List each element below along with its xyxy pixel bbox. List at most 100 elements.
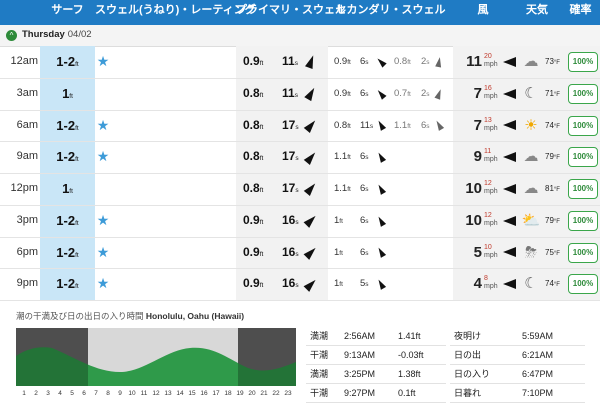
secondary-period-value: 6 bbox=[360, 183, 366, 194]
primary-swell-direction-icon bbox=[303, 141, 319, 172]
tide-hour-label: 17 bbox=[212, 390, 220, 397]
secondary-period-unit: s bbox=[365, 281, 369, 289]
surf-unit: ft bbox=[75, 219, 79, 227]
table-header: サーフ スウェル(うねり)・レーティング プライマリ・スウェル セカンダリ・スウ… bbox=[0, 0, 600, 25]
tide-hour-label: 10 bbox=[128, 390, 136, 397]
primary-height-value: 0.9 bbox=[243, 212, 260, 227]
secondary-height-unit: ft bbox=[339, 217, 343, 225]
secondary-height-unit: ft bbox=[339, 281, 343, 289]
primary-height-unit: ft bbox=[259, 91, 264, 99]
secondary-period-unit: s bbox=[365, 154, 369, 162]
wind-speed: 9 bbox=[473, 148, 482, 166]
temp-unit: °F bbox=[553, 250, 560, 257]
secondary-height-unit: ft bbox=[347, 90, 351, 98]
header-secondary-swell: セカンダリ・スウェル bbox=[335, 4, 446, 16]
temperature: 75°F bbox=[545, 237, 567, 268]
wind-gust: 20 mph bbox=[484, 53, 498, 69]
row-time: 6pm bbox=[16, 245, 38, 258]
tide-time: 3:25PM bbox=[344, 369, 376, 379]
secondary-period-unit: s bbox=[365, 90, 369, 98]
tide-hour-label: 21 bbox=[260, 390, 268, 397]
wind-gust: 11 mph bbox=[484, 148, 498, 164]
primary-swell-height: 0.8ft bbox=[243, 78, 263, 109]
tide-hour-label: 6 bbox=[82, 390, 86, 397]
tide-hour-label: 16 bbox=[200, 390, 208, 397]
temp-unit: °F bbox=[553, 91, 560, 98]
wind-speed: 4 bbox=[473, 275, 482, 293]
primary-height-unit: ft bbox=[259, 60, 264, 67]
secondary-swell-height: 0.9ft bbox=[334, 46, 351, 77]
probability-badge: 100% bbox=[568, 147, 598, 168]
wind-direction-icon bbox=[500, 110, 518, 141]
primary-height-unit: ft bbox=[259, 187, 264, 194]
primary-height-value: 0.8 bbox=[243, 181, 260, 195]
tide-times: 満潮 2:56AM 1.41ft 干潮 9:13AM -0.03ft 満潮 3:25PM 1.3… bbox=[306, 327, 446, 403]
primary-period-value: 11 bbox=[282, 54, 295, 68]
rating-star-icon bbox=[96, 173, 110, 204]
temp-value: 75 bbox=[545, 247, 554, 257]
tertiary-period-unit: s bbox=[426, 59, 430, 66]
primary-height-value: 0.9 bbox=[243, 54, 260, 68]
secondary-period-value: 5 bbox=[360, 278, 366, 290]
collapse-icon[interactable]: ^ bbox=[6, 30, 17, 41]
gust-value: 12 bbox=[484, 180, 492, 187]
primary-period-unit: s bbox=[295, 250, 299, 258]
primary-swell-direction-icon bbox=[305, 46, 317, 77]
primary-swell-period: 17s bbox=[282, 173, 299, 204]
primary-period-unit: s bbox=[295, 282, 299, 290]
primary-height-unit: ft bbox=[259, 250, 264, 258]
secondary-height-unit: ft bbox=[347, 122, 351, 130]
gust-value: 16 bbox=[484, 84, 492, 92]
surf-value: 1-2 bbox=[56, 117, 76, 133]
tide-type: 満潮 bbox=[310, 369, 329, 379]
secondary-swell-height: 0.9ft bbox=[334, 78, 351, 109]
secondary-height-unit: ft bbox=[347, 59, 351, 66]
wind-direction-icon bbox=[500, 173, 518, 204]
wind-gust: 13 mph bbox=[484, 117, 498, 133]
primary-swell-direction-icon bbox=[303, 237, 319, 268]
row-time: 3am bbox=[16, 86, 38, 99]
probability-badge: 100% bbox=[568, 242, 598, 263]
primary-period-unit: s bbox=[295, 155, 299, 163]
wind-speed: 11 bbox=[466, 53, 482, 70]
temp-value: 74 bbox=[545, 120, 554, 130]
tide-title: 潮の干満及び日の出日の入り時間 Honolulu, Oahu (Hawaii) bbox=[16, 310, 244, 322]
probability-badge: 100% bbox=[568, 52, 598, 72]
row-time: 9am bbox=[16, 150, 38, 163]
secondary-height-value: 1 bbox=[334, 278, 340, 290]
wind-unit: mph bbox=[484, 61, 498, 68]
secondary-swell-period: 6s bbox=[360, 205, 369, 236]
cloud-rain-icon: ⛈ bbox=[524, 243, 537, 261]
tide-type: 干潮 bbox=[310, 388, 329, 398]
tide-hour-label: 14 bbox=[176, 390, 184, 397]
tide-height: 1.41ft bbox=[398, 331, 421, 341]
temp-value: 71 bbox=[545, 88, 554, 98]
secondary-height-value: 1.1 bbox=[334, 183, 348, 194]
tide-row: 干潮 9:13AM -0.03ft bbox=[306, 346, 446, 365]
tide-row: 干潮 9:27PM 0.1ft bbox=[306, 384, 446, 403]
table-row: 9am 1-2ft ★ 0.8ft 17s 1.1ft 6s 9 11 mph ☁ 79°F 100% bbox=[0, 141, 600, 174]
rating-star-icon bbox=[96, 78, 110, 109]
day-row[interactable]: ^ Thursday 04/02 bbox=[0, 25, 600, 47]
header-probability: 確率 bbox=[569, 4, 592, 16]
tide-hour-label: 5 bbox=[70, 390, 74, 397]
wind-speed: 5 bbox=[473, 243, 482, 261]
sun-row: 日の出 6:21AM bbox=[450, 346, 585, 365]
secondary-swell-height: 0.8ft bbox=[334, 110, 351, 141]
surf-value: 1-2 bbox=[56, 244, 76, 260]
secondary-period-value: 6 bbox=[360, 151, 366, 163]
header-wind: 風 bbox=[477, 4, 489, 16]
primary-height-value: 0.9 bbox=[243, 276, 260, 291]
surf-unit: ft bbox=[75, 124, 79, 132]
secondary-swell-direction-icon bbox=[375, 173, 387, 204]
tertiary-height-value: 1.1 bbox=[394, 119, 408, 131]
tertiary-period-value: 2 bbox=[421, 87, 427, 99]
tertiary-swell-direction-icon bbox=[434, 78, 444, 109]
primary-period-value: 17 bbox=[282, 117, 296, 132]
surf-height: 1-2ft bbox=[40, 110, 95, 141]
row-time: 9pm bbox=[16, 277, 38, 290]
gust-value: 10 bbox=[484, 243, 492, 251]
secondary-swell-period: 6s bbox=[360, 78, 369, 109]
primary-period-value: 17 bbox=[282, 149, 296, 164]
wind-unit: mph bbox=[484, 124, 498, 132]
